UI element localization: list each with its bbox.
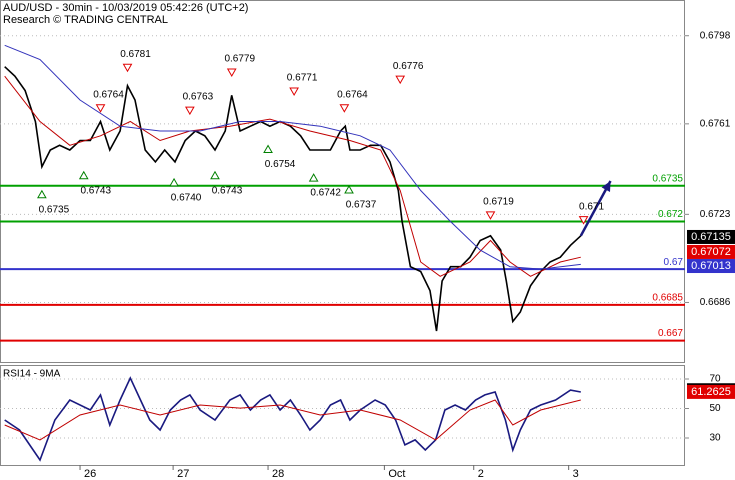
low-marker [432, 369, 440, 376]
high-label: 0.6781 [120, 49, 151, 60]
rsi-frame [0, 365, 685, 466]
level-label: 0.667 [658, 328, 683, 339]
y-tick-label: 30 [709, 433, 721, 444]
chart-subtitle: Research © TRADING CENTRAL [3, 14, 168, 26]
moving-average-line [4, 75, 581, 277]
x-tick-label: Oct [388, 468, 405, 480]
rsi-panel [0, 376, 685, 462]
x-tick-label: 2 [478, 468, 484, 480]
price-box [687, 229, 735, 244]
price-line [4, 66, 582, 332]
forecast-arrow [579, 180, 612, 237]
price-box [687, 384, 735, 399]
main-panel: 0.6735 0.672 0.67 0.6685 0.667 0.6781 0.6764 0.… [0, 35, 685, 394]
y-tick-label: 0.6723 [700, 209, 731, 220]
low-label: 0.6660 [432, 383, 463, 394]
high-label: 0.6779 [224, 54, 255, 65]
rsi-title: RSI14 - 9MA [3, 369, 61, 380]
price-line [4, 376, 581, 462]
low-label: 0.6742 [310, 188, 341, 199]
high-label: 0.6764 [337, 89, 368, 100]
low-marker [263, 144, 273, 154]
axes: 0.67980.67610.67230.66860.671350.670720.… [79, 30, 735, 480]
low-label: 0.6743 [80, 185, 111, 196]
arrow-head [601, 181, 611, 192]
chart-title: AUD/USD - 30min - 10/03/2019 05:42:26 (U… [3, 2, 248, 14]
low-label: 0.6754 [265, 159, 296, 170]
price-box [687, 244, 735, 259]
moving-average-line [4, 399, 581, 441]
high-label: 0.6776 [393, 61, 424, 72]
y-tick-label: 0.6761 [700, 118, 731, 129]
high-marker [226, 68, 237, 77]
high-label: 0.6763 [183, 92, 214, 103]
high-marker [578, 216, 589, 225]
low-label: 0.6743 [212, 185, 243, 196]
low-label: 0.6740 [171, 192, 202, 203]
low-marker [78, 170, 89, 180]
x-tick-label: 3 [573, 468, 579, 480]
moving-average-line [4, 44, 581, 270]
high-label: 0.6719 [483, 197, 514, 208]
level-label: 0.6735 [652, 173, 683, 184]
price-box-label: 0.67135 [691, 231, 731, 243]
low-marker [308, 173, 319, 182]
x-tick-label: 27 [177, 468, 189, 480]
low-marker [169, 177, 179, 187]
y-tick-label: 0.6798 [700, 30, 731, 41]
price-box-label: 61.2625 [691, 386, 731, 398]
y-tick-label: 50 [709, 403, 721, 414]
high-marker [185, 106, 195, 116]
high-marker [339, 104, 350, 113]
high-label: 0.671 [579, 201, 604, 212]
high-marker [289, 87, 299, 97]
high-marker [395, 75, 406, 85]
high-marker [95, 104, 106, 113]
low-marker [210, 170, 220, 180]
level-label: 0.672 [658, 209, 683, 220]
y-tick-label: 0.6686 [700, 297, 731, 308]
low-marker [37, 189, 47, 199]
price-box-label: 0.67072 [691, 246, 731, 258]
high-marker [485, 211, 496, 220]
low-marker [509, 369, 517, 376]
low-label: 0.6660 [510, 383, 541, 394]
low-marker [344, 184, 354, 194]
high-label: 0.6764 [93, 89, 124, 100]
level-label: 0.6685 [652, 292, 683, 303]
price-box [687, 259, 735, 274]
price-box-label: 0.67013 [691, 260, 731, 272]
low-label: 0.6735 [39, 204, 70, 215]
low-label: 0.6737 [346, 200, 377, 211]
y-tick-label: 70 [709, 374, 721, 385]
x-tick-label: 28 [272, 468, 284, 480]
high-marker [122, 63, 133, 73]
level-label: 0.67 [664, 257, 684, 268]
x-tick-label: 26 [84, 468, 96, 480]
high-label: 0.6771 [287, 73, 318, 84]
main-frame [0, 0, 685, 363]
